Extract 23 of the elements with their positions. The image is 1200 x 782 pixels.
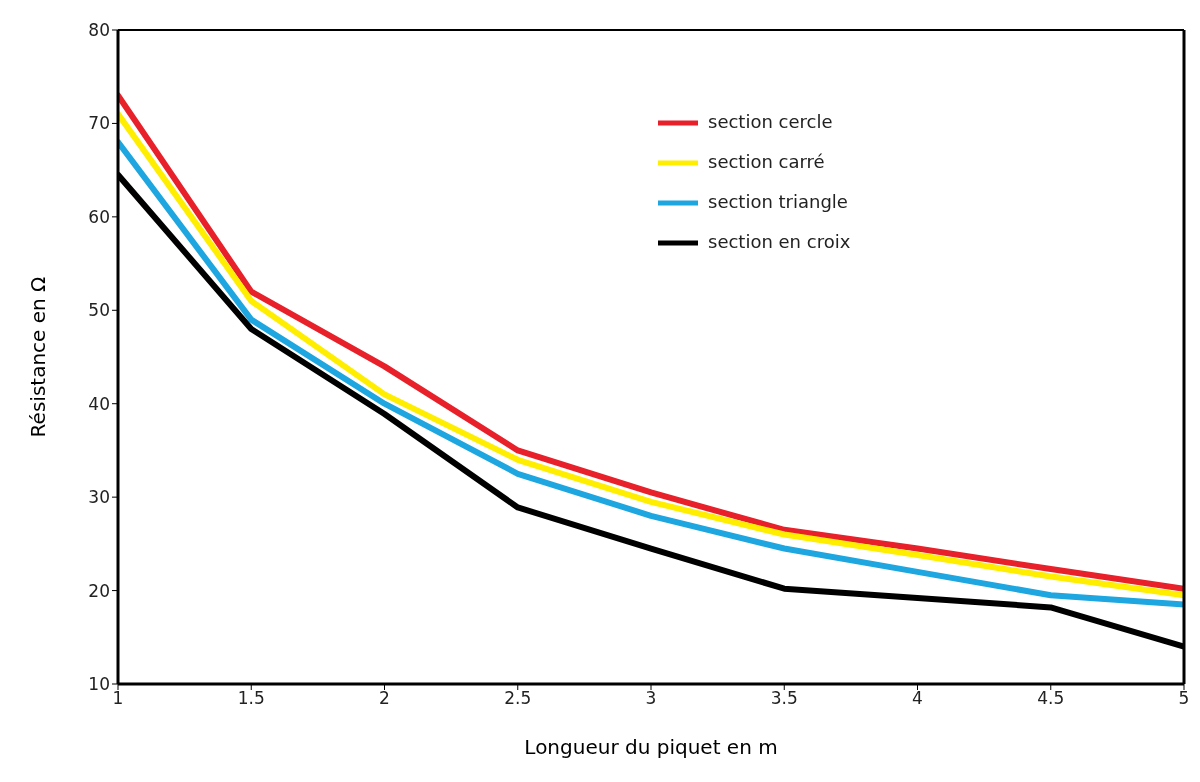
x-tick-label: 1.5 — [237, 688, 265, 709]
x-tick-label: 3.5 — [770, 688, 798, 709]
y-axis-title: Résistance en Ω — [26, 276, 51, 438]
y-tick-label: 50 — [88, 300, 110, 321]
y-tick-label: 80 — [88, 20, 110, 41]
y-tick-label: 30 — [88, 487, 110, 508]
x-tick-label: 5 — [1178, 688, 1190, 709]
x-tick-label: 3 — [645, 688, 657, 709]
legend-label: section cercle — [708, 111, 833, 132]
x-tick-label: 2.5 — [504, 688, 532, 709]
x-tick-label: 4.5 — [1037, 688, 1065, 709]
legend-label: section en croix — [708, 231, 851, 252]
y-tick-label: 40 — [88, 393, 110, 414]
x-tick-label: 1 — [112, 688, 124, 709]
y-tick-label: 10 — [88, 674, 110, 695]
y-tick-label: 20 — [88, 580, 110, 601]
y-tick-label: 70 — [88, 113, 110, 134]
legend-label: section carré — [708, 151, 825, 172]
legend-label: section triangle — [708, 191, 848, 212]
x-tick-label: 2 — [379, 688, 390, 709]
y-tick-label: 60 — [88, 206, 110, 227]
x-tick-label: 4 — [912, 688, 923, 709]
x-axis-title: Longueur du piquet en m — [524, 735, 778, 759]
